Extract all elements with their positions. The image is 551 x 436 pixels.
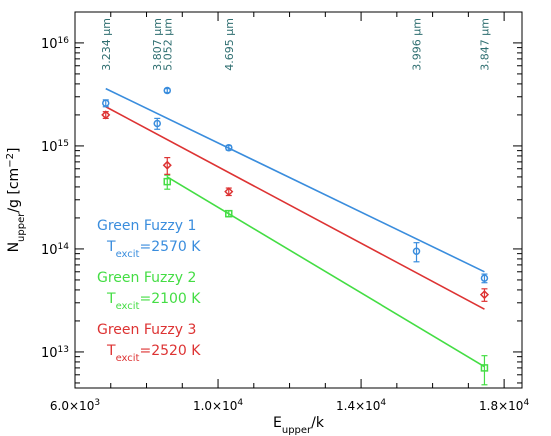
data-point <box>163 177 172 186</box>
legend-texcit: Texcit=2520 K <box>106 343 201 364</box>
legend-series-name: Green Fuzzy 1 <box>97 218 196 234</box>
x-tick-label: 1.8×104 <box>479 398 529 413</box>
data-point <box>163 86 172 95</box>
y-tick-label: 1014 <box>41 242 69 258</box>
data-point <box>225 143 233 152</box>
data-point <box>412 247 421 255</box>
legend: Green Fuzzy 1 Texcit=2570 K Green Fuzzy 2 T… <box>97 218 201 364</box>
data-point <box>480 274 489 282</box>
data-point <box>225 209 233 218</box>
wavelength-label: 5.052 μm <box>161 18 174 71</box>
wavelength-label: 3.996 μm <box>411 18 424 71</box>
data-point <box>102 99 110 107</box>
data-point <box>480 364 489 372</box>
legend-texcit: Texcit=2100 K <box>106 291 201 312</box>
legend-series-name: Green Fuzzy 3 <box>97 322 196 338</box>
data-point <box>479 290 490 300</box>
fit-lines <box>105 87 485 368</box>
data-points <box>101 86 490 386</box>
x-axis-label: Eupper/k <box>273 415 325 436</box>
wavelength-label: 4.695 μm <box>223 18 236 71</box>
fit-line <box>105 106 485 310</box>
axis-ticks: 6.0×103 1.0×104 1.4×104 1.8×104 1013 1014 1015… <box>41 12 529 413</box>
x-tick-label: 1.4×104 <box>336 398 386 413</box>
y-tick-label: 1013 <box>41 345 69 361</box>
y-tick-label: 1015 <box>41 139 69 155</box>
fit-line <box>105 87 485 273</box>
data-point <box>101 110 111 120</box>
wavelength-label: 3.807 μm <box>151 18 164 71</box>
legend-texcit: Texcit=2570 K <box>106 239 201 260</box>
x-tick-label: 1.0×104 <box>193 398 243 413</box>
legend-series-name: Green Fuzzy 2 <box>97 270 196 286</box>
data-point <box>162 160 172 170</box>
wavelength-label: 3.847 μm <box>478 18 491 71</box>
wavelength-labels: 3.234 μm 3.807 μm5.052 μm 4.695 μm 3.996 μm… <box>100 18 492 71</box>
fit-line <box>166 176 485 368</box>
x-tick-label: 6.0×103 <box>50 398 100 413</box>
data-point <box>224 187 234 197</box>
wavelength-label: 3.234 μm <box>100 18 113 71</box>
y-axis-label: Nupper/g [cm−2] <box>5 148 27 253</box>
y-tick-label: 1016 <box>41 36 69 52</box>
data-point <box>153 119 161 128</box>
